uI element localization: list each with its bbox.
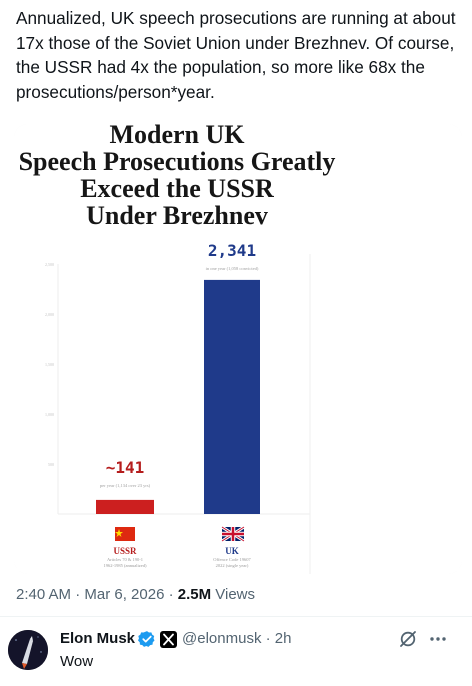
x-affiliation-icon bbox=[160, 630, 178, 648]
more-icon[interactable] bbox=[428, 630, 448, 648]
y-tick-label: 2,500 bbox=[45, 262, 54, 268]
chart-title-line: Modern UK bbox=[109, 124, 245, 149]
views-label: Views bbox=[211, 586, 256, 603]
bar-uk bbox=[204, 279, 260, 514]
uk-flag-icon bbox=[221, 525, 245, 543]
reply-name[interactable]: Elon Musk bbox=[60, 630, 136, 647]
category-sublabel-ussr: Articles 70 & 190-1 bbox=[107, 557, 143, 562]
post-image[interactable]: Modern UK Speech Prosecutions Greatly Exce… bbox=[14, 124, 462, 574]
value-sublabel-uk: in one year (1,058 convicted) bbox=[206, 266, 259, 272]
divider bbox=[0, 616, 472, 617]
value-label-ussr: ~141 bbox=[106, 458, 145, 477]
china-flag-icon bbox=[115, 527, 135, 541]
reply-header: Elon Musk @elonmusk · 2h bbox=[60, 630, 291, 648]
verified-icon bbox=[138, 631, 155, 647]
category-label-uk: UK bbox=[225, 546, 239, 556]
value-sublabel-ussr: per year (1,134 over 23 yrs) bbox=[100, 483, 151, 489]
y-tick-label: 500 bbox=[48, 462, 54, 467]
chart-title-line: Exceed the USSR bbox=[80, 174, 274, 203]
y-tick-label: 1,000 bbox=[45, 412, 54, 418]
post-meta: 2:40 AM · Mar 6, 2026 · 2.5M Views bbox=[16, 586, 255, 603]
avatar[interactable] bbox=[8, 630, 48, 670]
post-text: Annualized, UK speech prosecutions are r… bbox=[16, 8, 456, 102]
reply[interactable]: Elon Musk @elonmusk · 2h Wow bbox=[0, 620, 472, 686]
chart: Modern UK Speech Prosecutions Greatly Exce… bbox=[14, 124, 462, 574]
y-tick-label: 1,500 bbox=[45, 362, 54, 368]
value-label-uk: 2,341 bbox=[208, 241, 256, 260]
category-sublabel-uk: Offence Code 19607 bbox=[213, 557, 251, 562]
bar-ussr bbox=[96, 499, 154, 514]
reply-handle[interactable]: @elonmusk · 2h bbox=[182, 630, 292, 647]
reply-text: Wow bbox=[60, 653, 94, 670]
chart-title-line: Speech Prosecutions Greatly bbox=[19, 147, 336, 176]
views-count: 2.5M bbox=[177, 586, 212, 603]
chart-title-line: Under Brezhnev bbox=[86, 201, 268, 230]
y-tick-label: 2,000 bbox=[45, 312, 54, 318]
category-label-ussr: USSR bbox=[113, 546, 137, 556]
post-time[interactable]: 2:40 AM · Mar 6, 2026 · bbox=[16, 586, 178, 603]
category-sublabel-uk: 2022 (single year) bbox=[216, 563, 249, 568]
grok-icon[interactable] bbox=[398, 629, 418, 649]
category-sublabel-ussr: 1962-1985 (annualized) bbox=[103, 563, 147, 568]
